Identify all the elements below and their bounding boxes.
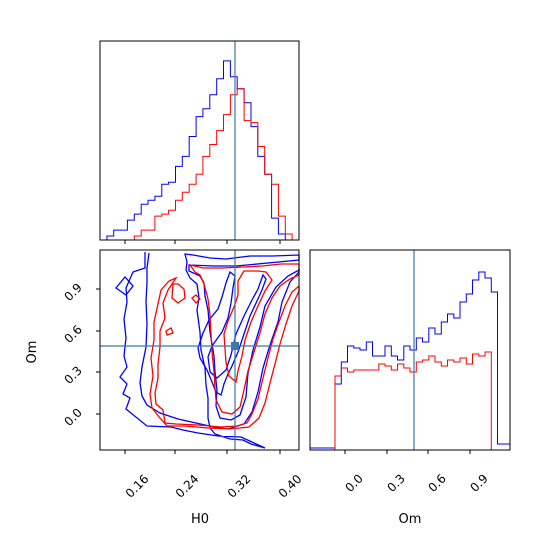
- truth-marker: [231, 342, 239, 350]
- contour-blue-island-left: [115, 275, 134, 296]
- contour-red-inner: [223, 270, 273, 384]
- contour-blue-inner: [197, 270, 267, 396]
- x-tick-label: 0.0: [342, 471, 365, 494]
- y-tick-label: 0.3: [61, 363, 84, 386]
- panel-frame-contour: [99, 249, 300, 451]
- y-axis-label-om: Om: [25, 341, 40, 364]
- contour-red-outer: [149, 263, 300, 430]
- x-axis-label-h0: H0: [191, 512, 209, 527]
- hist-om-series-group: [309, 271, 511, 451]
- hist-om-x-ticks: 0.0 0.3 0.6 0.9: [342, 450, 491, 495]
- panel-contour-h0-om: 0.16 0.24 0.32 0.40 0.0 0.3 0.6 0.9 H0 O…: [25, 249, 305, 527]
- histogram-series-red: [310, 351, 510, 451]
- contour-blue-outer: [119, 252, 300, 449]
- histogram-series-blue: [309, 271, 511, 450]
- contour-red-islands: [165, 283, 201, 336]
- contour-x-ticks: 0.16 0.24 0.32 0.40: [123, 450, 305, 501]
- contour-y-ticks: 0.0 0.3 0.6 0.9: [61, 280, 100, 429]
- y-tick-label: 0.6: [61, 322, 84, 345]
- y-tick-label: 0.0: [61, 405, 84, 428]
- x-tick-label: 0.24: [173, 472, 202, 501]
- panel-hist-h0: [99, 40, 300, 244]
- x-axis-label-om: Om: [399, 512, 422, 527]
- x-tick-label: 0.40: [276, 472, 305, 501]
- x-tick-label: 0.16: [123, 472, 152, 501]
- x-tick-label: 0.6: [425, 471, 448, 494]
- x-tick-label: 0.32: [225, 472, 254, 501]
- y-tick-label: 0.9: [61, 280, 84, 303]
- x-tick-label: 0.3: [384, 471, 407, 494]
- histogram-series-blue: [100, 60, 299, 241]
- hist-h0-ticks: [124, 240, 281, 244]
- panel-hist-om: 0.0 0.3 0.6 0.9 Om: [309, 249, 511, 527]
- panel-frame-hist-om: [309, 249, 511, 451]
- panel-frame-hist-h0: [99, 40, 300, 241]
- x-tick-label: 0.9: [467, 471, 490, 494]
- histogram-series-red: [100, 88, 299, 241]
- hist-h0-series-group: [100, 60, 299, 241]
